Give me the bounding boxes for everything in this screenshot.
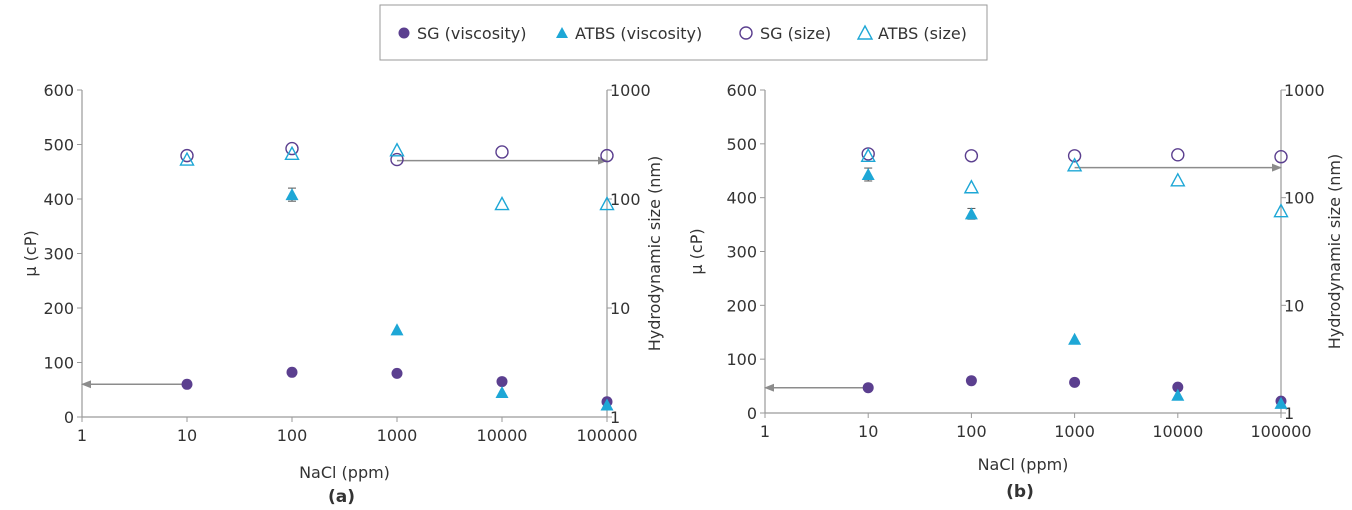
atbs-size-point — [494, 196, 510, 211]
atbs-size-point — [1066, 157, 1083, 172]
x-tick-label: 100000 — [576, 426, 637, 445]
sg-size-point — [964, 149, 979, 163]
y-tick-label: 500 — [43, 136, 74, 155]
x-axis-title: NaCl (ppm) — [978, 455, 1069, 474]
sg-viscosity-point — [496, 376, 508, 388]
legend-sg-viscosity-label: SG (viscosity) — [417, 24, 526, 43]
atbs-size-point — [1170, 172, 1186, 187]
sg-size-point — [1171, 148, 1185, 162]
atbs-size-point — [599, 196, 615, 211]
y2-tick-label: 1 — [610, 408, 620, 427]
x-tick-label: 10000 — [477, 426, 528, 445]
y-tick-label: 500 — [726, 135, 757, 154]
y-tick-label: 0 — [64, 408, 74, 427]
y-tick-label: 400 — [726, 189, 757, 208]
legend-sg-viscosity-marker — [398, 27, 410, 39]
y-tick-label: 300 — [43, 245, 74, 264]
y-tick-label: 200 — [43, 299, 74, 318]
x-tick-label: 1 — [760, 422, 770, 441]
legend-atbs-viscosity-marker — [556, 27, 568, 38]
atbs-viscosity-point — [1171, 388, 1185, 401]
legend-atbs-size-marker — [856, 24, 874, 40]
atbs-viscosity-point — [1068, 332, 1082, 345]
sg-size-point — [1067, 149, 1082, 163]
x-tick-label: 10 — [177, 426, 197, 445]
legend-sg-size-label: SG (size) — [760, 24, 831, 43]
y2-axis-title: Hydrodynamic size (nm) — [1325, 154, 1344, 349]
sg-viscosity-point — [286, 366, 298, 378]
y2-tick-label: 10 — [1284, 296, 1304, 315]
legend-sg-size-marker — [739, 26, 753, 40]
sg-viscosity-point — [1069, 376, 1081, 388]
legend: SG (viscosity) ATBS (viscosity) SG (size… — [379, 4, 988, 61]
x-tick-label: 100 — [956, 422, 987, 441]
y-tick-label: 600 — [726, 81, 757, 100]
atbs-viscosity-point — [861, 168, 875, 181]
chart-panel-a: 0 100 200 300 400 500 600 1 10 100 1000 1 10 100 1000 1… — [21, 81, 664, 507]
sg-size-point — [285, 141, 299, 156]
y-tick-label: 600 — [43, 81, 74, 100]
sg-viscosity-point — [391, 367, 403, 379]
y-tick-label: 0 — [747, 404, 757, 423]
sg-viscosity-point — [181, 378, 193, 390]
y-tick-label: 100 — [726, 350, 757, 369]
atbs-viscosity-point — [390, 323, 404, 336]
x-tick-label: 100000 — [1250, 422, 1311, 441]
x-tick-label: 1000 — [377, 426, 418, 445]
sg-viscosity-point — [862, 382, 874, 394]
x-tick-label: 10 — [858, 422, 878, 441]
sg-size-point — [1274, 150, 1288, 164]
panel-label: (a) — [328, 487, 355, 507]
y2-tick-label: 10 — [610, 299, 630, 318]
y-tick-label: 400 — [43, 190, 74, 209]
atbs-size-point — [1273, 203, 1289, 218]
y-tick-label: 300 — [726, 243, 757, 262]
sg-size-point — [495, 145, 509, 159]
y-axis-title: μ (cP) — [21, 230, 40, 276]
x-tick-label: 10000 — [1152, 422, 1203, 441]
atbs-viscosity-point — [1274, 396, 1288, 409]
y2-tick-label: 1000 — [610, 81, 651, 100]
atbs-size-point — [963, 179, 980, 194]
y-tick-label: 100 — [43, 354, 74, 373]
atbs-size-point — [860, 147, 876, 162]
legend-atbs-viscosity-label: ATBS (viscosity) — [575, 24, 702, 43]
sg-viscosity-point — [965, 375, 977, 387]
y2-tick-label: 100 — [1284, 189, 1315, 208]
legend-box — [379, 4, 988, 61]
sg-size-point — [600, 148, 614, 163]
atbs-viscosity-point — [495, 385, 509, 398]
y2-tick-label: 100 — [610, 190, 641, 209]
y-axis-title: μ (cP) — [687, 228, 706, 274]
legend-atbs-size-label: ATBS (size) — [878, 24, 967, 43]
y2-axis-title: Hydrodynamic size (nm) — [645, 156, 664, 351]
y2-tick-label: 1000 — [1284, 81, 1325, 100]
chart-panel-b: 0 100 200 300 400 500 600 1 10 100 1000 1 10 100 1000 1… — [687, 81, 1344, 502]
y2-tick-label: 1 — [1284, 404, 1294, 423]
atbs-size-point — [284, 145, 300, 160]
sg-size-point — [390, 152, 404, 167]
atbs-viscosity-point — [285, 188, 299, 201]
x-axis-title: NaCl (ppm) — [299, 463, 390, 482]
atbs-size-point — [389, 142, 405, 157]
x-tick-label: 1 — [77, 426, 87, 445]
panel-label: (b) — [1006, 482, 1034, 502]
y-tick-label: 200 — [726, 296, 757, 315]
sg-viscosity-point — [1172, 381, 1184, 393]
x-tick-label: 100 — [277, 426, 308, 445]
atbs-size-point — [179, 151, 195, 166]
atbs-viscosity-point — [600, 398, 614, 411]
x-tick-label: 1000 — [1054, 422, 1095, 441]
atbs-viscosity-point — [964, 207, 978, 220]
sg-size-point — [180, 148, 194, 163]
